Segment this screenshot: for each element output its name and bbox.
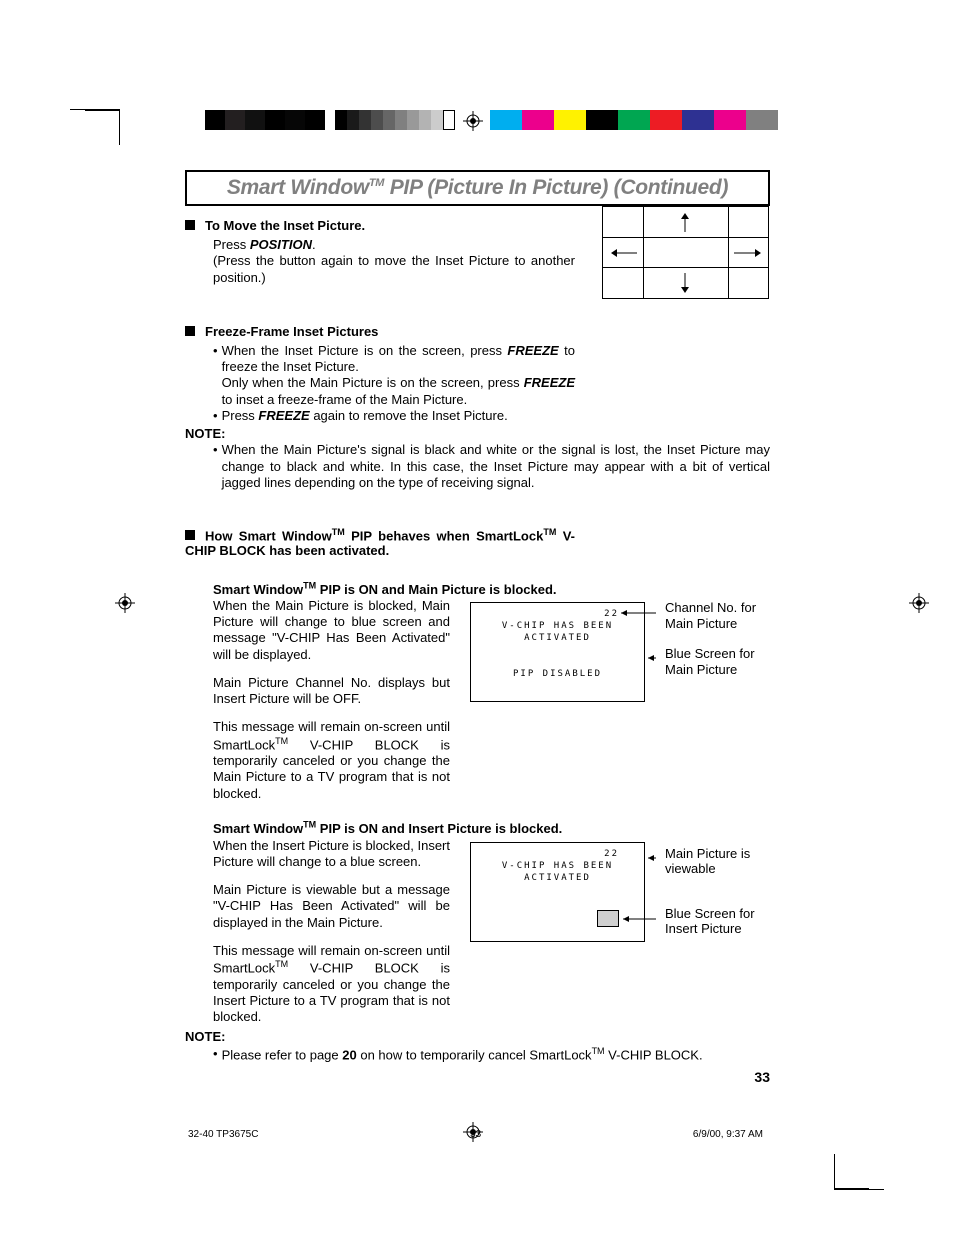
- page-title: Smart WindowTM PIP (Picture In Picture) …: [185, 170, 770, 206]
- crop-mark-tl2: [70, 95, 120, 110]
- mb-hb: PIP is ON and Main Picture is blocked.: [316, 582, 556, 597]
- note2-head: NOTE:: [185, 1029, 225, 1044]
- note1: NOTE:: [185, 426, 770, 442]
- pip-box-icon: [597, 910, 619, 927]
- registration-mark-left: [115, 593, 135, 613]
- f-b1b: FREEZE: [507, 343, 558, 358]
- tm-mark: TM: [592, 1046, 605, 1056]
- n2b: 20: [342, 1047, 356, 1062]
- screen-diagram-1: 22 V-CHIP HAS BEEN ACTIVATED PIP DISABLE…: [470, 602, 645, 702]
- s1-ch: 22: [471, 609, 644, 619]
- tm-mark: TM: [332, 527, 345, 537]
- f-b1d: Only when the Main Picture is on the scr…: [222, 375, 524, 390]
- crop-mark-tl: [85, 110, 120, 145]
- screen-diagram-2: 22 V-CHIP HAS BEEN ACTIVATED: [470, 842, 645, 942]
- s1-c1: Channel No. for Main Picture: [665, 600, 775, 631]
- ib-hb: PIP is ON and Insert Picture is blocked.: [316, 821, 562, 836]
- freeze-head-text: Freeze-Frame Inset Pictures: [205, 324, 378, 339]
- color-bar-hues: [490, 110, 778, 130]
- tm-mark: TM: [303, 580, 316, 590]
- move-period: .: [312, 237, 316, 252]
- section-move-head: To Move the Inset Picture.: [185, 218, 770, 233]
- insertblocked-row: When the Insert Picture is blocked, Inse…: [185, 838, 770, 1026]
- mb-p2: Main Picture Channel No. displays but In…: [213, 675, 450, 708]
- s2-c1: Main Picture is viewable: [665, 846, 775, 877]
- s1-l1: V-CHIP HAS BEEN: [471, 621, 644, 631]
- note1-head: NOTE:: [185, 426, 225, 441]
- footer-date: 6/9/00, 9:37 AM: [693, 1129, 763, 1140]
- mb-ha: Smart Window: [213, 582, 303, 597]
- color-bar-dark: [205, 110, 325, 130]
- n2d: V-CHIP BLOCK.: [605, 1047, 703, 1062]
- freeze-body: •When the Inset Picture is on the screen…: [185, 343, 575, 424]
- vchip-a: How Smart Window: [205, 528, 332, 543]
- section-vchip-head: How Smart WindowTM PIP behaves when Smar…: [185, 527, 575, 558]
- page-content: Smart WindowTM PIP (Picture In Picture) …: [185, 170, 770, 1063]
- n2c: on how to temporarily cancel SmartLock: [357, 1047, 592, 1062]
- insertblocked-head: Smart WindowTM PIP is ON and Insert Pict…: [185, 820, 770, 838]
- screen-diagram-2-container: 22 V-CHIP HAS BEEN ACTIVATED Main Pictur…: [470, 838, 645, 1026]
- insertblocked-text: When the Insert Picture is blocked, Inse…: [185, 838, 450, 1026]
- section-freeze-head: Freeze-Frame Inset Pictures: [185, 324, 770, 339]
- f-b2c: again to remove the Inset Picture.: [310, 408, 508, 423]
- registration-mark-right: [909, 593, 929, 613]
- move-paren: (Press the button again to move the Inse…: [213, 253, 575, 284]
- bullet-icon: [185, 530, 195, 540]
- tm-mark: TM: [543, 527, 556, 537]
- f-b1e: FREEZE: [524, 375, 575, 390]
- tm-mark: TM: [275, 736, 288, 746]
- crop-mark-br: [834, 1154, 869, 1189]
- f-b1f: to inset a freeze-frame of the Main Pict…: [222, 392, 468, 407]
- ib-p2: Main Picture is viewable but a message "…: [213, 882, 450, 931]
- f-b2b: FREEZE: [258, 408, 309, 423]
- move-press: Press: [213, 237, 250, 252]
- note1-body-row: •When the Main Picture's signal is black…: [185, 442, 770, 491]
- bullet-icon: [185, 220, 195, 230]
- registration-mark-top: [463, 111, 483, 131]
- note2: NOTE:: [185, 1029, 770, 1045]
- n2a: Please refer to page: [222, 1047, 343, 1062]
- page-number: 33: [185, 1069, 770, 1085]
- f-b1a: When the Inset Picture is on the screen,…: [222, 343, 508, 358]
- mainblocked-row: When the Main Picture is blocked, Main P…: [185, 598, 770, 802]
- f-b2a: Press: [222, 408, 259, 423]
- title-suffix: PIP (Picture In Picture) (Continued): [384, 176, 728, 199]
- mb-p1: When the Main Picture is blocked, Main P…: [213, 598, 450, 663]
- bullet-icon: [185, 326, 195, 336]
- ib-p1: When the Insert Picture is blocked, Inse…: [213, 838, 450, 871]
- move-head-text: To Move the Inset Picture.: [205, 218, 365, 233]
- move-body: Press POSITION. (Press the button again …: [185, 237, 575, 286]
- s1-c2: Blue Screen for Main Picture: [665, 646, 775, 677]
- note1-body: When the Main Picture's signal is black …: [222, 442, 770, 491]
- tm-mark: TM: [369, 177, 384, 189]
- crop-mark-br2: [834, 1189, 884, 1204]
- vchip-b: PIP behaves when SmartLock: [345, 528, 544, 543]
- grey-bar: [335, 110, 455, 130]
- mainblocked-head: Smart WindowTM PIP is ON and Main Pictur…: [185, 580, 770, 598]
- screen-diagram-1-container: 22 V-CHIP HAS BEEN ACTIVATED PIP DISABLE…: [470, 598, 645, 802]
- footer-page: 33: [470, 1129, 481, 1140]
- s1-l2: ACTIVATED: [471, 633, 644, 643]
- footer-doc: 32-40 TP3675C: [188, 1129, 258, 1140]
- mainblocked-text: When the Main Picture is blocked, Main P…: [185, 598, 450, 802]
- title-prefix: Smart Window: [227, 176, 369, 199]
- note2-body-row: •Please refer to page 20 on how to tempo…: [185, 1046, 770, 1064]
- s1-l3: PIP DISABLED: [471, 669, 644, 679]
- s2-c2: Blue Screen for Insert Picture: [665, 906, 775, 937]
- tm-mark: TM: [303, 820, 316, 830]
- tm-mark: TM: [275, 959, 288, 969]
- ib-ha: Smart Window: [213, 821, 303, 836]
- move-position: POSITION: [250, 237, 312, 252]
- print-footer: 32-40 TP3675C 33 6/9/00, 9:37 AM: [188, 1129, 763, 1140]
